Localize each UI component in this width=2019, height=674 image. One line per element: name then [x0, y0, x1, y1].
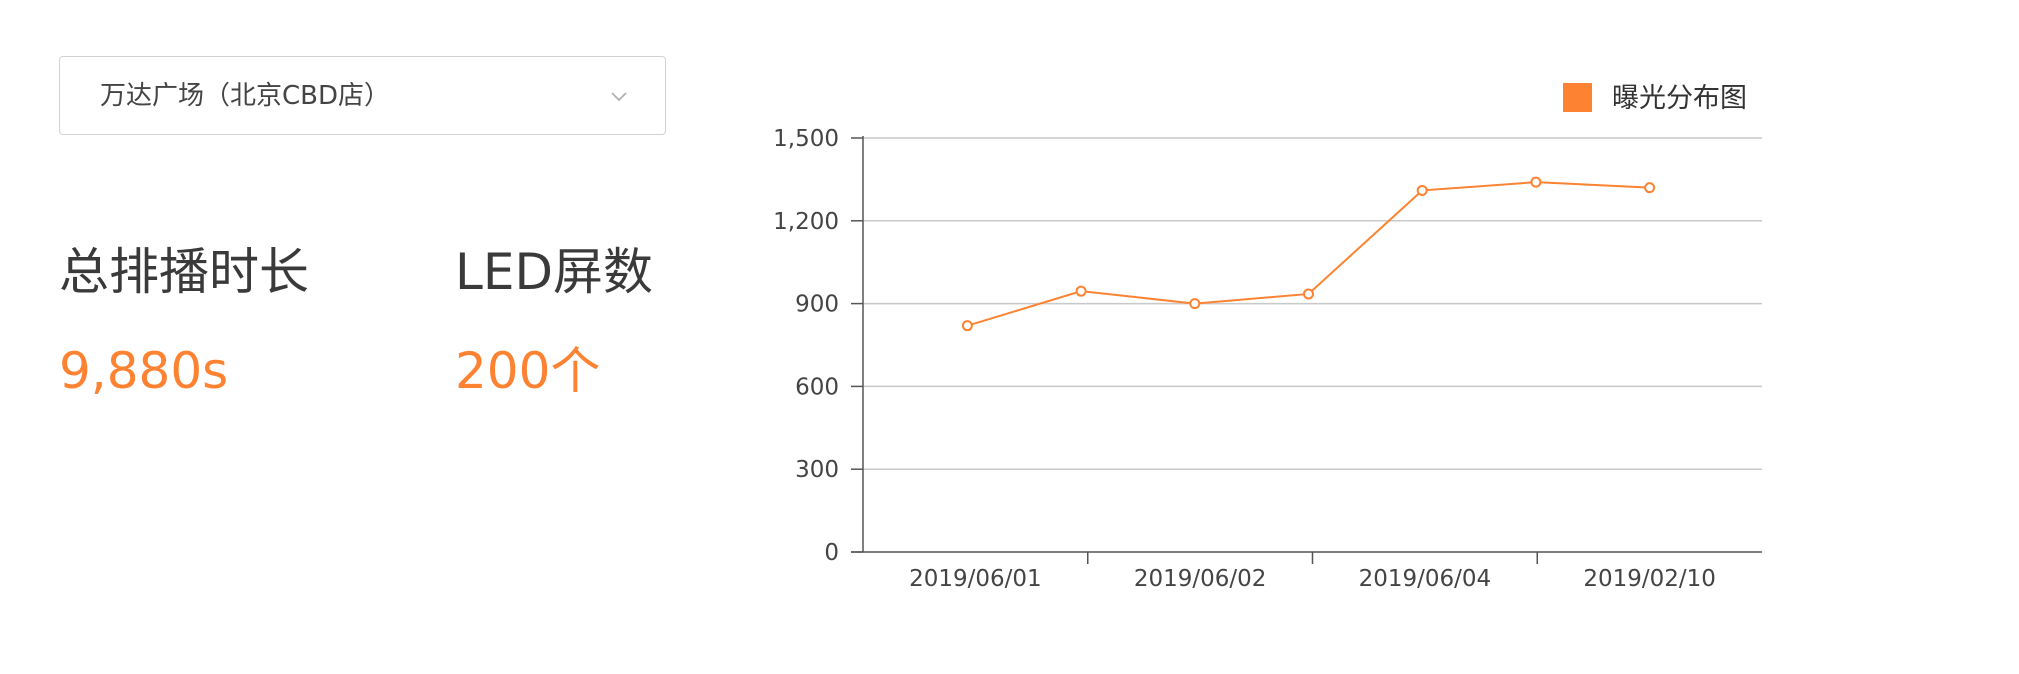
store-select[interactable]: 万达广场（北京CBD店）	[59, 56, 666, 135]
led-count-value: 200个	[455, 342, 601, 400]
x-tick-label: 2019/06/04	[1359, 566, 1492, 592]
data-point	[1644, 182, 1656, 194]
store-select-value: 万达广场（北京CBD店）	[100, 81, 391, 111]
x-tick-label: 2019/06/01	[909, 566, 1042, 592]
y-tick-label: 300	[795, 457, 839, 483]
x-tick-label: 2019/02/10	[1583, 566, 1716, 592]
data-point	[1416, 184, 1428, 196]
legend-label: 曝光分布图	[1612, 83, 1747, 114]
data-point	[1530, 176, 1542, 188]
chevron-down-icon	[611, 92, 627, 102]
data-point	[961, 320, 973, 332]
legend-swatch	[1563, 83, 1592, 112]
y-tick-label: 0	[824, 540, 839, 566]
y-tick-label: 600	[795, 374, 839, 400]
total-duration-label: 总排播时长	[59, 243, 309, 301]
data-point	[1075, 285, 1087, 297]
data-point	[1189, 298, 1201, 310]
total-duration-value: 9,880s	[59, 342, 229, 400]
x-tick-label: 2019/06/02	[1134, 566, 1267, 592]
led-count-label: LED屏数	[455, 243, 653, 301]
y-tick-label: 900	[795, 292, 839, 318]
y-tick-label: 1,200	[773, 209, 839, 235]
data-point	[1303, 288, 1314, 300]
y-tick-label: 1,500	[773, 126, 839, 152]
